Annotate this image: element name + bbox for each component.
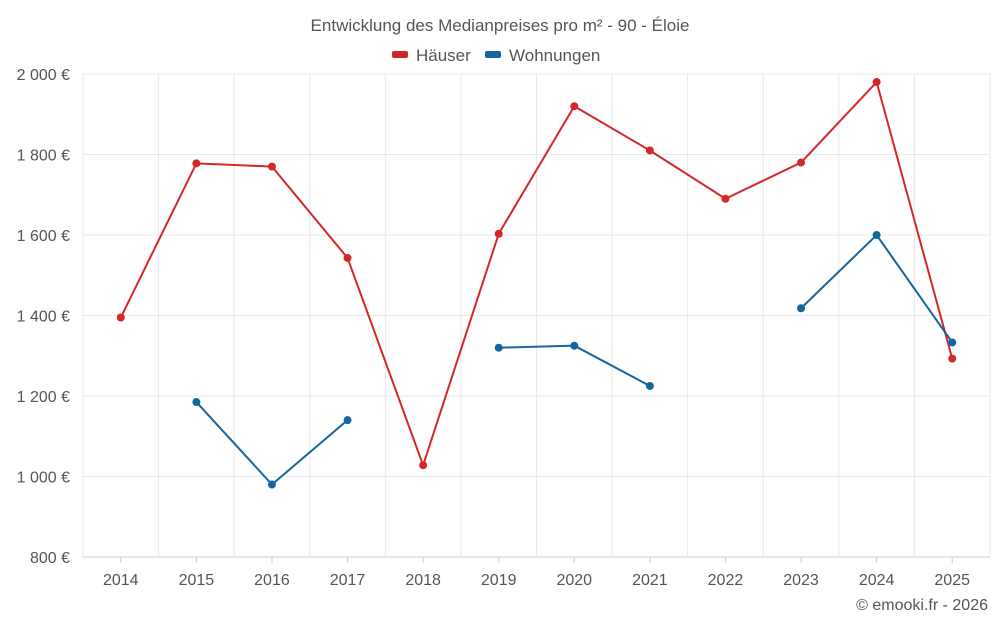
x-tick-label: 2016	[254, 572, 290, 589]
credit: © emooki.fr - 2026	[856, 597, 988, 614]
data-point[interactable]	[192, 159, 201, 168]
y-tick-label: 1 600 €	[17, 228, 70, 245]
series-line	[800, 233, 954, 344]
data-point[interactable]	[494, 229, 503, 238]
grid	[82, 73, 991, 558]
data-point[interactable]	[570, 341, 579, 350]
x-tick-label: 2017	[330, 572, 366, 589]
y-tick-label: 1 000 €	[17, 470, 70, 487]
x-tick-label: 2019	[481, 572, 517, 589]
x-tick-label: 2023	[783, 572, 819, 589]
data-point[interactable]	[267, 480, 276, 489]
data-point[interactable]	[948, 354, 957, 363]
data-point[interactable]	[872, 231, 881, 239]
series-line	[498, 344, 651, 387]
y-tick-label: 2 000 €	[17, 67, 70, 84]
x-axis: 2014 2015 2016 2017 2018 2019 2020 2021 2022 2023…	[103, 557, 970, 589]
series-haeuser	[116, 78, 957, 470]
legend-label: Häuser	[416, 46, 471, 65]
x-tick-label: 2020	[556, 572, 592, 589]
legend-swatch	[485, 51, 501, 58]
data-point[interactable]	[645, 381, 654, 390]
legend-label: Wohnungen	[509, 46, 600, 65]
x-tick-label: 2015	[179, 572, 215, 589]
series-line	[195, 401, 349, 486]
data-point[interactable]	[948, 338, 957, 347]
series-line	[119, 80, 954, 469]
x-tick-label: 2025	[934, 572, 970, 589]
data-point[interactable]	[343, 253, 352, 262]
data-point[interactable]	[872, 78, 881, 87]
legend-item-wohnungen[interactable]: Wohnungen	[485, 46, 600, 65]
y-tick-label: 1 400 €	[17, 309, 70, 326]
data-point[interactable]	[645, 146, 654, 155]
y-tick-label: 1 800 €	[17, 148, 70, 165]
x-tick-label: 2021	[632, 572, 668, 589]
data-point[interactable]	[494, 343, 503, 352]
legend[interactable]: Häuser Wohnungen	[392, 46, 600, 65]
x-tick-label: 2014	[103, 572, 139, 589]
data-point[interactable]	[570, 102, 579, 111]
legend-swatch	[392, 51, 408, 58]
y-tick-label: 800 €	[30, 550, 70, 567]
data-point[interactable]	[192, 398, 201, 407]
data-point[interactable]	[116, 313, 125, 322]
data-point[interactable]	[419, 461, 428, 470]
data-point[interactable]	[343, 416, 352, 425]
y-axis: 800 € 1 000 € 1 200 € 1 400 € 1 600 € 1 800 €…	[17, 67, 70, 567]
data-point[interactable]	[797, 304, 806, 313]
x-tick-label: 2022	[708, 572, 744, 589]
data-point[interactable]	[797, 158, 806, 167]
y-tick-label: 1 200 €	[17, 389, 70, 406]
x-tick-label: 2024	[859, 572, 895, 589]
x-tick-label: 2018	[405, 572, 441, 589]
data-point[interactable]	[267, 162, 276, 171]
series-layer	[116, 78, 957, 489]
legend-item-haeuser[interactable]: Häuser	[392, 46, 471, 65]
chart-title: Entwicklung des Medianpreises pro m² - 9…	[311, 16, 690, 35]
data-point[interactable]	[721, 194, 730, 203]
series-wohnungen	[192, 231, 957, 489]
